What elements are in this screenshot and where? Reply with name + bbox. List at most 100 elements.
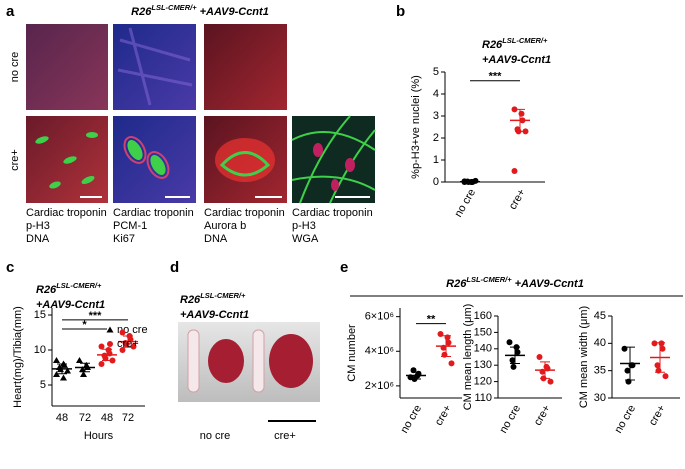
error-bar	[655, 342, 665, 373]
data-point	[547, 378, 554, 385]
caption: Ki67	[113, 233, 135, 245]
data-point	[518, 110, 525, 117]
caption: no cre	[200, 430, 231, 442]
x-tick-label: 48	[101, 412, 113, 424]
row-label: cre+	[9, 149, 21, 171]
panel-label: c	[6, 259, 14, 276]
data-point	[448, 360, 455, 367]
panel-label: e	[340, 259, 348, 276]
y-tick-label: 5	[40, 379, 46, 391]
y-tick-label: 0	[433, 176, 439, 188]
title-superscript: LSL-CMER/+	[502, 36, 548, 45]
y-tick-label: 2	[433, 132, 439, 144]
title-base: R26	[482, 39, 503, 51]
caption: Cardiac troponin	[204, 207, 285, 219]
title-suffix: +AAV9-Ccnt1	[197, 6, 269, 18]
data-point	[76, 357, 83, 363]
y-axis-label: CM number	[346, 324, 358, 382]
data-point	[79, 366, 86, 373]
x-tick-label: cre+	[507, 187, 528, 212]
y-axis-label: CM mean length (μm)	[462, 304, 474, 411]
data-point	[445, 339, 452, 346]
data-point	[658, 340, 665, 347]
y-tick-label: 15	[34, 309, 46, 321]
data-point	[64, 367, 71, 374]
y-tick-label: 40	[594, 337, 606, 349]
title-superscript: LSL-CMER/+	[56, 281, 102, 290]
title: +AAV9-Ccnt1	[36, 299, 105, 311]
error-bar	[57, 363, 67, 375]
data-point	[509, 357, 516, 364]
x-tick-label: no cre	[612, 403, 638, 435]
title: R26LSL-CMER/+ +AAV9-Ccnt1	[446, 275, 584, 290]
data-point	[119, 347, 126, 353]
data-point	[60, 374, 67, 381]
legend-marker	[107, 341, 113, 347]
data-point	[662, 373, 669, 380]
data-point	[109, 357, 116, 364]
data-point	[61, 361, 68, 368]
y-tick-label: 3	[433, 110, 439, 122]
y-tick-label: 140	[474, 343, 492, 355]
caption: cre+	[274, 430, 296, 442]
caption: WGA	[292, 233, 319, 245]
image	[204, 24, 287, 110]
error-bar	[411, 371, 421, 380]
significance-label: *	[82, 319, 87, 331]
data-point	[506, 339, 513, 346]
data-point	[624, 367, 631, 374]
x-tick-label: 72	[122, 412, 134, 424]
error-bar	[540, 361, 550, 379]
y-tick-label: 120	[474, 376, 492, 388]
caption: DNA	[204, 233, 228, 245]
caption: PCM-1	[113, 220, 147, 232]
y-tick-label: 10	[34, 344, 46, 356]
title: R26LSL-CMER/+ +AAV9-Ccnt1	[131, 3, 269, 18]
y-tick-label: 35	[594, 365, 606, 377]
data-point	[53, 357, 60, 363]
error-bar	[510, 346, 520, 365]
y-tick-label: 160	[474, 310, 492, 322]
title-superscript: LSL-CMER/+	[466, 275, 512, 284]
data-point	[514, 349, 521, 356]
y-axis-label: CM mean width (μm)	[578, 306, 590, 408]
caption: Cardiac troponin	[26, 207, 107, 219]
y-tick-label: 2×10⁶	[365, 380, 394, 392]
data-point	[511, 106, 518, 113]
significance-label: ***	[89, 310, 103, 322]
y-axis-label: Heart(mg)/Tibia(mm)	[12, 306, 24, 408]
x-tick-label: no cre	[452, 187, 478, 219]
y-tick-label: 4×10⁶	[365, 345, 394, 357]
y-tick-label: 6×10⁶	[365, 311, 394, 323]
data-point	[659, 345, 666, 352]
title-base: R26	[131, 6, 152, 18]
micrographs	[26, 24, 376, 204]
title: R26LSL-CMER/+	[482, 36, 548, 51]
y-tick-label: 5	[433, 66, 439, 78]
error-bar	[441, 335, 451, 357]
y-tick-label: 45	[594, 310, 606, 322]
x-tick-label: 72	[79, 412, 91, 424]
y-tick-label: 110	[474, 392, 492, 404]
image	[113, 24, 196, 110]
significance-label: **	[427, 313, 436, 325]
title: +AAV9-Ccnt1	[482, 54, 551, 66]
caption: p-H3	[26, 220, 50, 232]
data-point	[510, 363, 517, 370]
data-point	[654, 362, 661, 369]
data-point	[130, 343, 137, 350]
y-axis-label: %p-H3+ve nuclei (%)	[410, 75, 422, 179]
error-bar	[80, 362, 90, 373]
data-point	[522, 128, 529, 135]
data-point	[651, 340, 658, 347]
row-label: no cre	[9, 52, 21, 83]
y-tick-label: 30	[594, 392, 606, 404]
error-bar	[515, 108, 525, 132]
caption: Cardiac troponin	[113, 207, 194, 219]
data-point	[53, 371, 60, 377]
title-base: R26	[180, 294, 201, 306]
caption: DNA	[26, 233, 50, 245]
error-bar	[102, 348, 112, 361]
caption: p-H3	[292, 220, 316, 232]
